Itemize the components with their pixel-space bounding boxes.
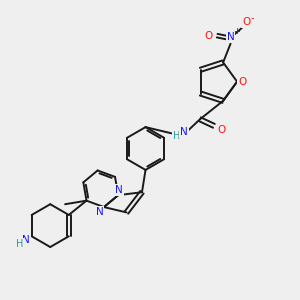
Text: O: O: [238, 76, 247, 87]
Text: H: H: [173, 131, 181, 141]
Text: O: O: [204, 31, 212, 41]
Text: H: H: [16, 239, 23, 249]
Text: O: O: [242, 17, 250, 27]
Text: N: N: [227, 32, 234, 42]
Text: N: N: [180, 128, 188, 137]
Text: O: O: [218, 125, 226, 135]
Text: N: N: [96, 207, 103, 218]
Text: +: +: [234, 27, 241, 36]
Text: -: -: [250, 13, 254, 23]
Text: N: N: [115, 185, 123, 195]
Text: N: N: [22, 235, 30, 245]
